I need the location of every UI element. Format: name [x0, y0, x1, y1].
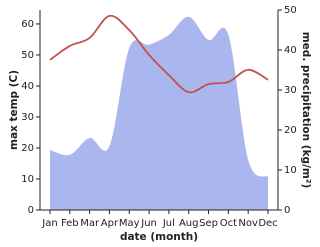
x-tick-label: May: [119, 218, 140, 229]
x-tick-label: Jan: [41, 218, 57, 229]
x-tick-label: Jul: [162, 218, 175, 229]
y2-tick-label: 30: [284, 85, 297, 96]
x-tick-label: Oct: [220, 218, 237, 229]
y-tick-label: 0: [28, 205, 34, 216]
x-tick-label: Mar: [80, 218, 100, 229]
y-tick-label: 50: [21, 50, 34, 61]
x-tick-label: Apr: [101, 218, 119, 229]
x-tick-label: Sep: [199, 218, 218, 229]
x-axis-label: date (month): [120, 231, 198, 243]
y-tick-label: 60: [21, 19, 34, 30]
precipitation-area: [50, 16, 268, 210]
x-tick-label: Aug: [179, 218, 199, 229]
y-tick-label: 40: [21, 81, 34, 92]
x-tick-label: Nov: [238, 218, 258, 229]
y-tick-label: 10: [21, 174, 34, 185]
x-tick-label: Jun: [140, 218, 157, 229]
y2-tick-label: 20: [284, 125, 297, 136]
plot-area: [49, 14, 269, 210]
y-tick-label: 30: [21, 112, 34, 123]
y2-tick-label: 40: [284, 45, 297, 56]
x-tick-label: Dec: [258, 218, 277, 229]
y-tick-label: 20: [21, 143, 34, 154]
y-axis-label: max temp (C): [8, 70, 20, 150]
temp-line: [49, 14, 269, 94]
y2-tick-label: 50: [284, 5, 297, 16]
y2-tick-label: 10: [284, 165, 297, 176]
y2-axis-label: med. precipitation (kg/m²): [300, 32, 312, 189]
y2-tick-label: 0: [284, 205, 290, 216]
x-tick-label: Feb: [61, 218, 79, 229]
